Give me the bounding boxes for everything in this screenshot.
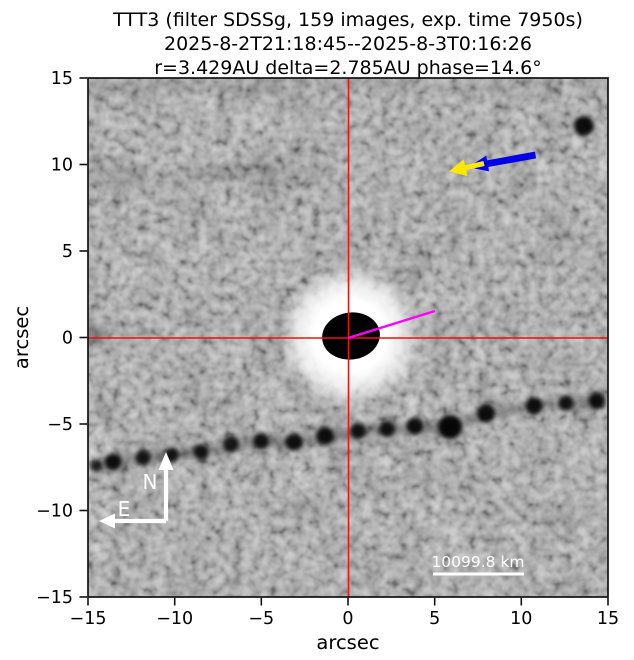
compass-north-label: N — [143, 470, 158, 494]
yellow-arrow-shaft — [463, 161, 485, 171]
star-trail — [90, 392, 606, 472]
y-axis-label: arcsec — [10, 306, 33, 369]
faint-dark-smudge — [88, 326, 103, 342]
y-tick-label: −5 — [47, 415, 73, 435]
blue-arrow-shaft — [486, 151, 537, 168]
y-tick-label: 0 — [62, 329, 73, 349]
x-tick-labels: −15 −10 −5 0 5 10 15 — [70, 609, 620, 629]
y-axis-ticks — [79, 77, 88, 598]
x-tick-label: 10 — [510, 609, 532, 629]
plot-image: N E 10099.8 km — [88, 78, 608, 597]
trail-blob — [135, 450, 151, 466]
x-axis-label: arcsec — [316, 631, 379, 654]
compass-north-arrowhead-icon — [158, 452, 174, 470]
trail-blob — [558, 395, 574, 411]
trail-blob — [438, 415, 462, 439]
left-dark-band — [95, 168, 325, 181]
x-axis-ticks — [87, 597, 609, 606]
trail-blob — [223, 436, 239, 452]
yellow-arrow — [449, 159, 485, 176]
trail-blob — [379, 421, 395, 437]
figure-title-line1: TTT3 (filter SDSSg, 159 images, exp. tim… — [112, 9, 583, 31]
compass-east-arrowhead-icon — [99, 513, 115, 529]
y-tick-label: 15 — [51, 69, 73, 89]
y-tick-labels: 15 10 5 0 −5 −10 −15 — [36, 69, 73, 608]
x-tick-label: 15 — [597, 609, 619, 629]
y-tick-label: −10 — [36, 502, 73, 522]
x-tick-label: −5 — [248, 609, 274, 629]
trail-blob — [316, 427, 334, 445]
trail-blob — [90, 460, 102, 472]
trail-blob — [104, 453, 122, 471]
trail-blob — [525, 397, 543, 415]
y-tick-label: −15 — [36, 588, 73, 608]
x-tick-label: 0 — [342, 609, 353, 629]
magenta-direction-line — [347, 309, 436, 340]
trail-blob — [193, 444, 209, 460]
compass-east-label: E — [118, 497, 131, 521]
yellow-arrow-head — [449, 159, 468, 176]
x-tick-label: −15 — [70, 609, 107, 629]
plot-border — [87, 77, 609, 598]
compass: N E — [99, 452, 174, 529]
trail-blob — [588, 392, 606, 410]
trail-blob — [477, 404, 495, 422]
x-tick-label: 5 — [429, 609, 440, 629]
x-tick-label: −10 — [156, 609, 193, 629]
figure-title-line2: 2025-8-2T21:18:45--2025-8-3T0:16:26 — [164, 33, 532, 55]
y-tick-label: 10 — [51, 156, 73, 176]
figure-title-line3: r=3.429AU delta=2.785AU phase=14.6° — [154, 57, 542, 79]
trail-blob — [253, 433, 269, 449]
trail-blob — [406, 417, 424, 435]
scale-bar: 10099.8 km — [431, 553, 525, 576]
trail-blob — [350, 423, 366, 439]
scale-bar-label: 10099.8 km — [431, 553, 524, 571]
field-star — [574, 116, 594, 136]
trail-blob — [285, 433, 303, 451]
y-tick-label: 5 — [62, 242, 73, 262]
